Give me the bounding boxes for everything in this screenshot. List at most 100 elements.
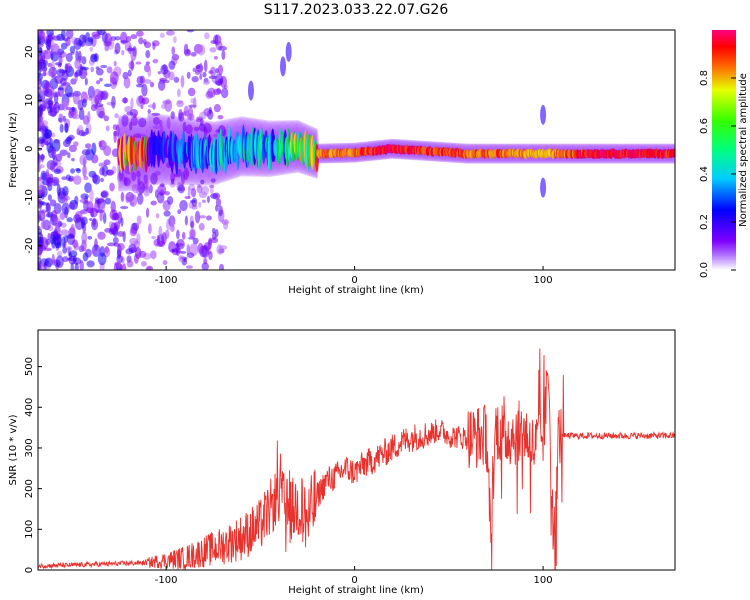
spectrogram-noise-blob: [95, 209, 105, 213]
spectrogram-noise-blob: [73, 241, 79, 251]
colorbar-tick-label: 0.4: [699, 166, 710, 182]
y-tick-label: 500: [24, 357, 35, 376]
figure-title: S117.2023.033.22.07.G26: [264, 2, 449, 18]
spectrogram-noise-blob: [49, 199, 57, 207]
spectrogram-noise-blob: [90, 54, 98, 63]
spectrogram-noise-blob: [173, 76, 180, 83]
spectrogram-noise-blob: [141, 83, 148, 97]
spectrogram-noise-blob: [71, 157, 75, 162]
spectrogram-noise-blob: [38, 120, 45, 128]
spectrogram-noise-blob: [214, 228, 219, 238]
spectrogram-noise-blob: [53, 168, 61, 174]
spectrogram-noise-blob: [64, 64, 71, 71]
spectrogram-noise-blob: [114, 42, 121, 55]
spectrogram-noise-blob: [145, 207, 150, 218]
spectrogram-noise-blob: [128, 60, 135, 70]
spectrogram-noise-blob: [54, 62, 62, 66]
y-tick-label: 100: [24, 520, 35, 539]
colorbar-tick-label: 0.6: [699, 118, 710, 134]
spectrogram-noise-blob: [153, 239, 161, 247]
spectrogram-noise-blob: [160, 103, 167, 110]
x-tick-label: 100: [534, 275, 553, 286]
spectrogram-noise-blob: [187, 186, 191, 199]
spectrogram-noise-blob: [92, 174, 101, 185]
spectrogram-noise-blob: [197, 44, 206, 56]
spectrogram-noise-blob: [137, 193, 144, 205]
spectrogram-noise-blob: [59, 149, 68, 156]
spectrogram-noise-blob: [180, 75, 185, 88]
spectrogram-noise-blob: [93, 88, 102, 102]
spectrogram-flare: [285, 41, 292, 62]
spectrogram-noise-blob: [99, 202, 105, 216]
spectrogram-noise-blob: [202, 71, 207, 78]
spectrogram-noise-blob: [162, 100, 171, 105]
spectrogram-noise-blob: [151, 112, 160, 116]
spectrogram-noise-blob: [104, 197, 112, 205]
spectrogram-band-core: [672, 148, 675, 158]
spectrogram-noise-blob: [116, 254, 123, 264]
spectrogram-noise-blob: [157, 184, 167, 196]
spectrogram-noise-blob: [201, 245, 210, 259]
spectrogram-noise-blob: [165, 30, 175, 36]
spectrogram-y-ticks: -20 -10 0 10 20: [24, 45, 42, 254]
spectrogram-noise-blob: [60, 229, 69, 236]
spectrogram-noise-blob: [193, 126, 200, 132]
spectrogram-noise-blob: [210, 178, 216, 183]
spectrogram-noise-blob: [103, 83, 112, 87]
y-tick-label: 300: [24, 438, 35, 457]
spectrogram-noise-blob: [104, 228, 113, 233]
spectrogram-noise-blob: [78, 129, 86, 137]
spectrogram-noise-blob: [51, 132, 56, 138]
spectrogram-noise-blob: [152, 125, 161, 130]
spectrogram-noise-blob: [181, 231, 186, 240]
spectrogram-noise-blob: [109, 71, 119, 85]
spectrogram-noise-blob: [60, 30, 66, 41]
spectrogram-noise-blob: [155, 213, 160, 219]
spectrogram-noise-blob: [82, 164, 87, 178]
spectrogram-noise-blob: [73, 214, 82, 224]
spectrogram-noise-blob: [220, 87, 229, 99]
y-tick-label: 20: [24, 45, 35, 58]
spectrogram-noise-blob: [67, 233, 75, 246]
spectrogram-noise-blob: [179, 199, 188, 212]
spectrogram-noise-blob: [166, 117, 171, 129]
spectrogram-noise-blob: [137, 177, 141, 186]
spectrogram-noise-blob: [150, 250, 157, 260]
spectrogram-noise-blob: [87, 235, 93, 240]
spectrogram-noise-blob: [208, 250, 213, 260]
spectrogram-noise-blob: [88, 95, 93, 101]
spectrogram-noise-blob: [39, 30, 46, 43]
spectrogram-noise-blob: [91, 142, 97, 156]
spectrogram-noise-blob: [179, 250, 187, 254]
spectrogram-noise-blob: [215, 198, 222, 207]
spectrogram-noise-blob: [38, 261, 42, 270]
spectrogram-noise-blob: [135, 61, 142, 65]
spectrogram-noise-blob: [79, 260, 84, 270]
spectrogram-noise-blob: [74, 262, 79, 270]
spectrogram-noise-blob: [73, 175, 82, 185]
spectrogram-noise-blob: [79, 198, 88, 203]
spectrogram-noise-blob: [54, 75, 63, 84]
spectrogram-noise-blob: [65, 30, 74, 40]
spectrogram-noise-blob: [210, 40, 217, 44]
spectrogram-noise-blob: [89, 189, 94, 203]
spectrogram-noise-blob: [218, 205, 224, 217]
spectrogram-noise-blob: [100, 140, 108, 149]
spectrogram-noise-blob: [97, 231, 106, 240]
spectrogram-noise-blob: [191, 75, 199, 83]
spectrogram-noise-blob: [70, 262, 74, 270]
spectrogram-noise-blob: [78, 50, 82, 62]
spectrogram-noise-blob: [59, 212, 66, 220]
y-tick-label: 400: [24, 398, 35, 417]
spectrogram-noise-blob: [143, 174, 148, 185]
spectrogram-flare: [247, 80, 254, 101]
spectrogram-noise-blob: [178, 109, 183, 120]
spectrogram-noise-blob: [216, 244, 224, 255]
spectrogram-noise-blob: [206, 215, 212, 221]
spectrogram-noise-blob: [61, 176, 67, 181]
spectrogram-noise-blob: [40, 220, 46, 230]
spectrogram-noise-blob: [38, 138, 42, 144]
spectrogram-noise-blob: [196, 185, 203, 194]
y-tick-label: 10: [24, 94, 35, 107]
